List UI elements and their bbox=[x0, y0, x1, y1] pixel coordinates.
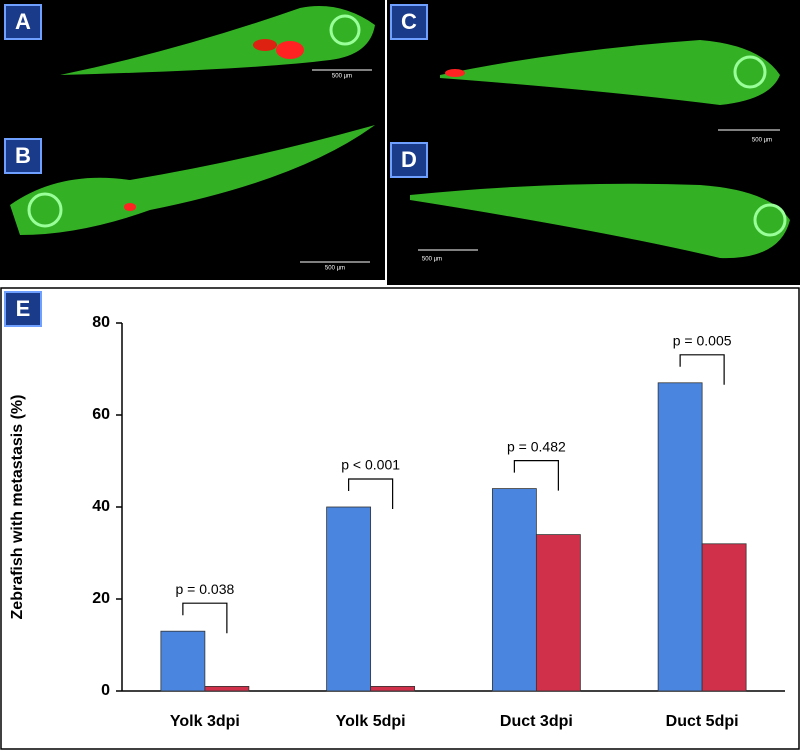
eye bbox=[733, 55, 767, 89]
tumor bbox=[124, 203, 136, 211]
y-tick-label: 40 bbox=[92, 498, 110, 515]
x-tick-label: Duct 3dpi bbox=[500, 713, 573, 730]
y-tick-label: 0 bbox=[101, 682, 110, 699]
x-tick-label: Duct 5dpi bbox=[666, 713, 739, 730]
bar bbox=[535, 534, 581, 692]
panel-label-box bbox=[390, 4, 428, 40]
x-tick-label: Yolk 3dpi bbox=[170, 713, 240, 730]
panel-label-box bbox=[4, 291, 42, 327]
bar bbox=[491, 488, 537, 692]
panel-label: B bbox=[15, 143, 31, 168]
fish-c bbox=[440, 40, 780, 105]
y-tick-label: 20 bbox=[92, 590, 110, 607]
micrograph-right: 500 µm 500 µm C D bbox=[387, 0, 800, 285]
tumor bbox=[276, 41, 304, 59]
bar bbox=[657, 382, 703, 692]
scale-bar-label: 500 µm bbox=[325, 266, 345, 272]
eye bbox=[329, 14, 361, 46]
eye bbox=[27, 192, 63, 228]
panel-label-box bbox=[390, 142, 428, 178]
scale-bar-label: 500 µm bbox=[752, 138, 772, 144]
x-tick-label: Yolk 5dpi bbox=[336, 713, 406, 730]
micrograph-left: 500 µm 500 µm A B bbox=[0, 0, 385, 280]
p-value: p = 0.038 bbox=[175, 581, 234, 597]
panel-label-box bbox=[4, 4, 42, 40]
bar bbox=[204, 686, 250, 692]
significance-bracket bbox=[513, 460, 559, 491]
fish-d bbox=[410, 183, 790, 259]
panel-label-box bbox=[4, 138, 42, 174]
panel-label: A bbox=[15, 9, 31, 34]
bar bbox=[370, 686, 416, 692]
tumor bbox=[253, 39, 277, 51]
panel-label: D bbox=[401, 147, 417, 172]
y-axis-label: Zebrafish with metastasis (%) bbox=[9, 395, 26, 620]
scale-bar-label: 500 µm bbox=[422, 257, 442, 263]
significance-bracket bbox=[679, 354, 725, 385]
p-value: p < 0.001 bbox=[341, 457, 400, 473]
eye bbox=[753, 203, 787, 237]
p-value: p = 0.005 bbox=[673, 333, 732, 349]
significance-bracket bbox=[348, 478, 394, 509]
fish-b bbox=[10, 125, 375, 235]
y-tick-label: 60 bbox=[92, 406, 110, 423]
panel-label: E bbox=[16, 296, 31, 321]
y-tick-label: 80 bbox=[92, 314, 110, 331]
bar bbox=[701, 543, 747, 692]
significance-bracket bbox=[182, 602, 228, 634]
scale-bar-label: 500 µm bbox=[332, 74, 352, 80]
bar bbox=[326, 506, 372, 692]
p-value: p = 0.482 bbox=[507, 438, 566, 454]
bar bbox=[160, 630, 206, 692]
tumor bbox=[445, 69, 465, 77]
panel-label: C bbox=[401, 9, 417, 34]
